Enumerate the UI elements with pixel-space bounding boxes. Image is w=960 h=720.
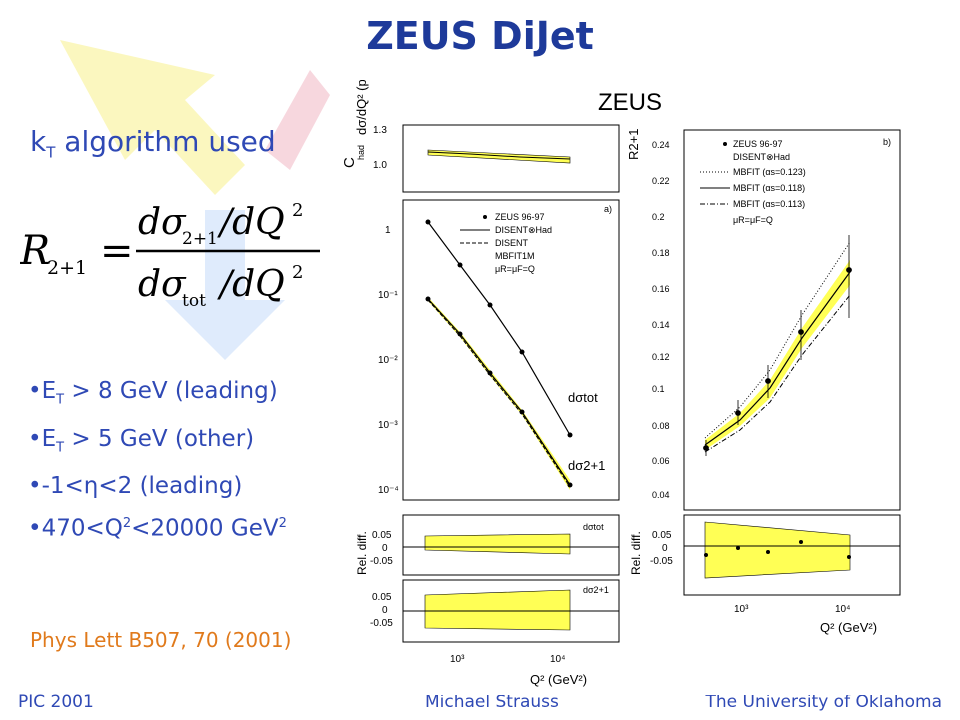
svg-text:a): a) <box>604 204 612 214</box>
svg-text:DISENT: DISENT <box>495 238 529 248</box>
svg-text:0.18: 0.18 <box>652 248 670 258</box>
svg-text:0: 0 <box>382 543 388 554</box>
svg-text:Q² (GeV²): Q² (GeV²) <box>530 672 587 687</box>
svg-text:/dQ: /dQ <box>217 202 285 243</box>
svg-text:1.0: 1.0 <box>373 160 387 171</box>
cut-item: •ET > 8 GeV (leading) <box>28 378 278 408</box>
svg-text:0: 0 <box>662 543 668 554</box>
r21-formula: R 2+1 = dσ 2+1 /dQ 2 dσ tot /dQ 2 <box>20 200 320 311</box>
svg-text:0.04: 0.04 <box>652 490 670 500</box>
svg-text:2+1: 2+1 <box>47 257 87 279</box>
svg-text:-0.05: -0.05 <box>370 618 393 629</box>
svg-text:10⁴: 10⁴ <box>835 604 850 615</box>
svg-text:Q² (GeV²): Q² (GeV²) <box>820 620 877 635</box>
svg-text:MBFIT (αs=0.123): MBFIT (αs=0.123) <box>733 167 806 177</box>
svg-text:Rel. diff.: Rel. diff. <box>629 531 643 575</box>
svg-text:b): b) <box>883 137 891 147</box>
svg-text:0.1: 0.1 <box>652 384 665 394</box>
svg-text:10³: 10³ <box>450 654 465 665</box>
svg-text:=: = <box>100 228 134 274</box>
svg-text:R: R <box>20 228 50 274</box>
svg-text:ZEUS 96-97: ZEUS 96-97 <box>733 139 783 149</box>
svg-text:2: 2 <box>292 262 303 283</box>
cut-item: •470<Q2<20000 GeV2 <box>28 515 287 542</box>
svg-text:R2+1: R2+1 <box>626 129 641 160</box>
svg-text:10⁴: 10⁴ <box>550 654 565 665</box>
svg-text:/dQ: /dQ <box>217 264 285 305</box>
figure-header: ZEUS <box>598 89 662 116</box>
svg-text:dσ2+1: dσ2+1 <box>583 585 609 595</box>
svg-text:tot: tot <box>182 291 206 311</box>
background-arrows-decoration <box>60 40 330 360</box>
svg-text:0.14: 0.14 <box>652 320 670 330</box>
svg-text:dσtot: dσtot <box>583 522 604 532</box>
svg-text:2+1: 2+1 <box>182 229 218 249</box>
zeus-figure: ZEUS C had 1.3 1.0 dσ/dQ² (pb/GeV²) 1 10… <box>340 80 940 695</box>
left-rel-diff-panels: Rel. diff. 0.05 0 -0.05 dσtot 0.05 0 -0.… <box>355 514 620 687</box>
svg-text:dσ: dσ <box>138 202 187 243</box>
r21-panel: R2+1 0.24 0.22 0.2 0.18 0.16 0.14 0.12 0… <box>626 129 901 511</box>
svg-text:1: 1 <box>385 225 391 236</box>
svg-text:10³: 10³ <box>734 604 749 615</box>
cuts-list: •ET > 8 GeV (leading) •ET > 5 GeV (other… <box>28 372 287 548</box>
svg-text:0.16: 0.16 <box>652 284 670 294</box>
svg-text:μR=μF=Q: μR=μF=Q <box>733 215 773 225</box>
svg-text:DISENT⊗Had: DISENT⊗Had <box>733 152 790 162</box>
svg-text:dσ: dσ <box>138 264 187 305</box>
svg-text:ZEUS 96-97: ZEUS 96-97 <box>495 212 545 222</box>
right-rel-diff-panel: Rel. diff. 0.05 0 -0.05 10³ 10⁴ Q² (GeV²… <box>629 514 901 635</box>
footer-conference: PIC 2001 <box>18 692 94 712</box>
svg-text:dσ2+1: dσ2+1 <box>568 458 605 473</box>
svg-text:μR=μF=Q: μR=μF=Q <box>495 264 535 274</box>
slide-title: ZEUS DiJet <box>366 14 594 58</box>
footer-institution: The University of Oklahoma <box>705 692 943 712</box>
cross-section-panel: dσ/dQ² (pb/GeV²) 1 10⁻¹ 10⁻² 10⁻³ 10⁻⁴ a… <box>354 80 620 501</box>
svg-text:10⁻¹: 10⁻¹ <box>378 290 398 301</box>
svg-text:-0.05: -0.05 <box>650 556 673 567</box>
svg-text:DISENT⊗Had: DISENT⊗Had <box>495 225 552 235</box>
svg-text:-0.05: -0.05 <box>370 556 393 567</box>
svg-text:0: 0 <box>382 605 388 616</box>
svg-text:10⁻⁴: 10⁻⁴ <box>378 485 399 496</box>
paper-reference: Phys Lett B507, 70 (2001) <box>30 628 292 652</box>
svg-text:dσtot: dσtot <box>568 390 598 405</box>
svg-text:MBFIT (αs=0.118): MBFIT (αs=0.118) <box>733 183 805 193</box>
svg-text:1.3: 1.3 <box>373 125 387 136</box>
svg-text:MBFIT (αs=0.113): MBFIT (αs=0.113) <box>733 199 805 209</box>
svg-text:0.08: 0.08 <box>652 421 670 431</box>
svg-text:dσ/dQ² (pb/GeV²): dσ/dQ² (pb/GeV²) <box>354 80 369 135</box>
svg-text:10⁻³: 10⁻³ <box>378 420 398 431</box>
svg-text:C: C <box>341 157 358 168</box>
algorithm-subtitle: kT algorithm used <box>30 125 276 162</box>
svg-text:0.22: 0.22 <box>652 176 670 186</box>
svg-text:Rel. diff.: Rel. diff. <box>355 531 369 575</box>
svg-text:0.12: 0.12 <box>652 352 670 362</box>
svg-text:0.05: 0.05 <box>652 530 672 541</box>
svg-text:MBFIT1M: MBFIT1M <box>495 251 535 261</box>
svg-text:10⁻²: 10⁻² <box>378 355 398 366</box>
svg-text:0.24: 0.24 <box>652 140 670 150</box>
chad-panel: C had 1.3 1.0 <box>341 124 620 193</box>
svg-text:had: had <box>356 145 366 160</box>
svg-text:0.2: 0.2 <box>652 212 665 222</box>
cut-item: •-1<η<2 (leading) <box>28 473 243 500</box>
svg-text:0.05: 0.05 <box>372 592 392 603</box>
footer-author: Michael Strauss <box>425 692 559 712</box>
svg-text:2: 2 <box>292 200 303 221</box>
svg-text:0.06: 0.06 <box>652 456 670 466</box>
cut-item: •ET > 5 GeV (other) <box>28 425 255 456</box>
svg-text:0.05: 0.05 <box>372 530 392 541</box>
